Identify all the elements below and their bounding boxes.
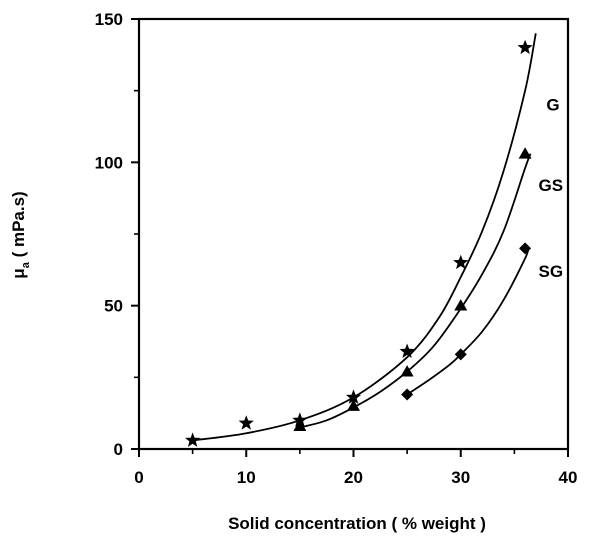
series-label-g: G [546,96,559,115]
data-point-sg [401,388,414,401]
fit-curve-g [192,33,537,442]
data-point-sg [454,348,467,361]
data-point-g [185,432,201,447]
x-tick-label: 40 [559,468,578,487]
y-axis-title-sub: a [20,261,32,268]
x-tick-label: 30 [451,468,470,487]
plot-border [137,17,570,451]
series-label-gs: GS [539,176,564,195]
y-axis-title-rest: ( mPa.s) [9,191,28,262]
fit-curve-gs [299,153,532,429]
data-point-g [238,415,254,430]
x-tick-label: 20 [344,468,363,487]
data-point-g [345,389,362,404]
data-point-g [399,343,415,358]
y-axis-title: μa ( mPa.s) [9,191,32,278]
data-point-gs [400,365,414,377]
data-point-gs [293,419,307,431]
plot-frame [137,17,570,451]
data-markers [185,39,533,447]
y-tick-label: 150 [95,10,123,29]
series-labels: G GS SG [539,96,564,281]
data-point-sg [519,242,532,255]
y-tick-label: 50 [104,297,123,316]
y-tick-label: 100 [95,153,123,172]
x-axis-title: Solid concentration ( % weight ) [228,514,486,533]
y-tick-label: 0 [114,440,123,459]
series-label-sg: SG [539,262,564,281]
data-point-gs [347,399,360,411]
data-point-g [292,412,308,427]
fit-curves [192,33,537,442]
x-tick-label: 0 [134,468,143,487]
data-point-g [517,39,533,55]
data-point-gs [518,147,532,159]
x-tick-label: 10 [237,468,256,487]
data-point-g [453,254,469,270]
fit-curve-sg [406,248,530,396]
axis-ticks: 0 10 20 30 40 0 50 100 150 [95,10,578,487]
y-axis-title-main: μ [9,268,28,278]
data-point-gs [454,299,468,311]
